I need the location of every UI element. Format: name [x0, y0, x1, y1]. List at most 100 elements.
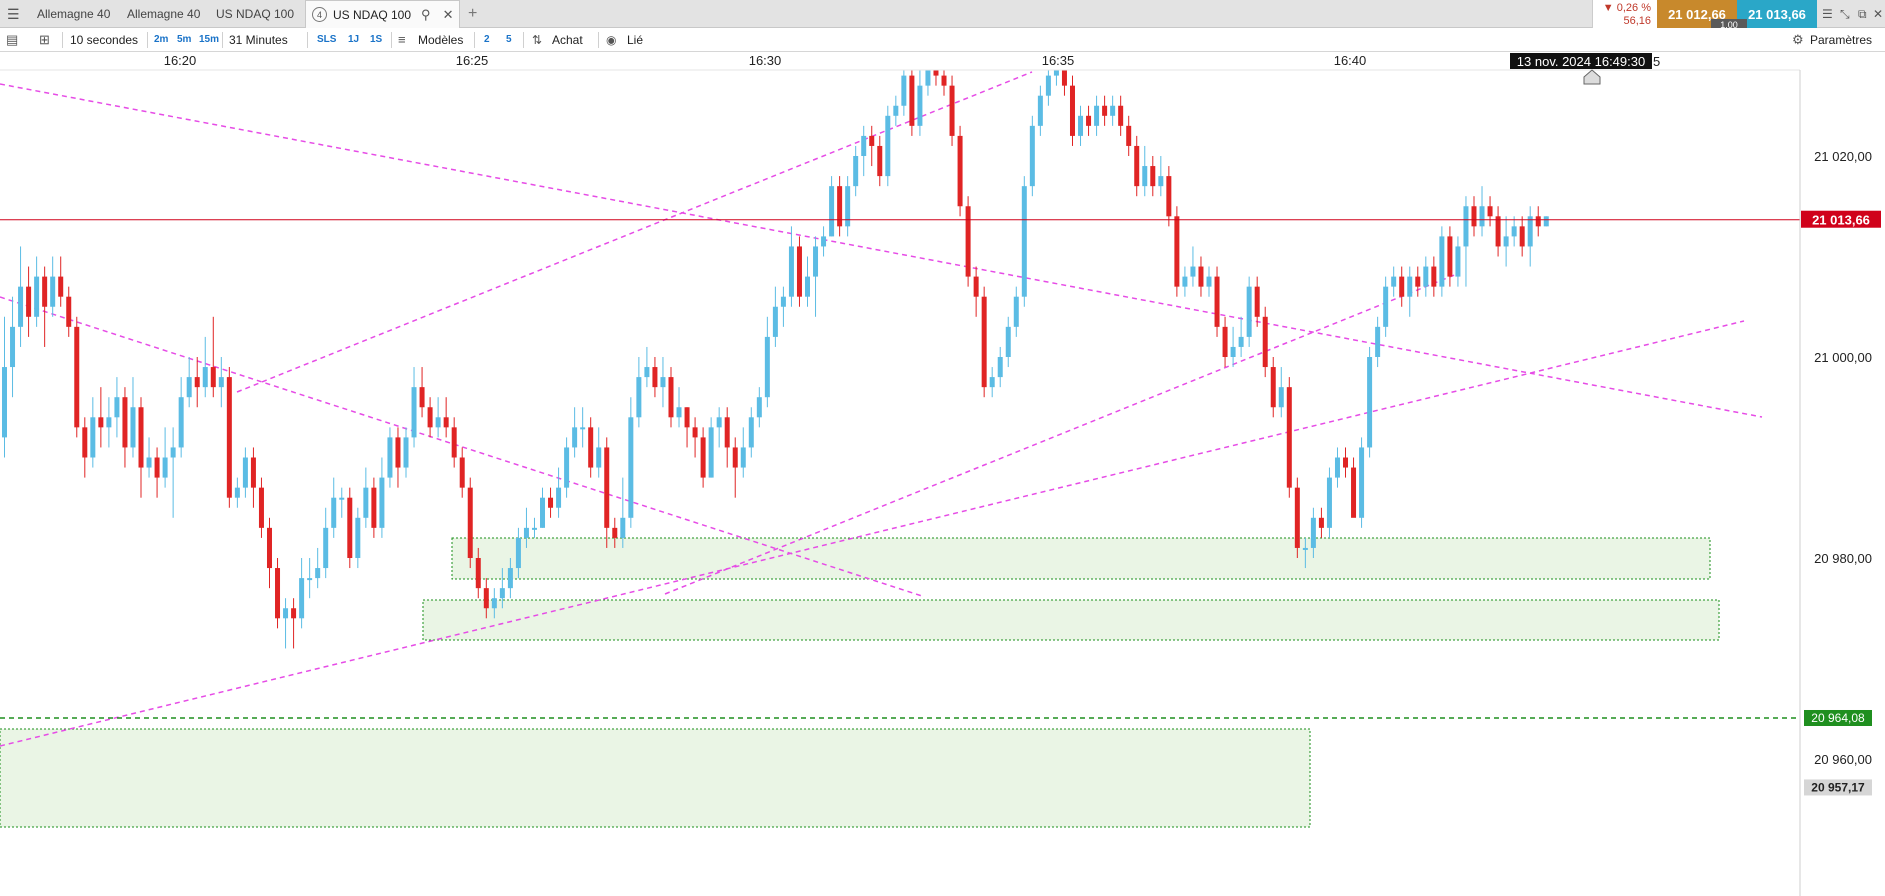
candle[interactable] — [1174, 216, 1180, 287]
candle[interactable] — [299, 578, 305, 619]
candle[interactable] — [1094, 105, 1100, 126]
candle[interactable] — [266, 527, 272, 569]
candle[interactable] — [580, 427, 586, 430]
candle[interactable] — [339, 497, 345, 500]
candle[interactable] — [1246, 286, 1252, 337]
candle[interactable] — [700, 437, 706, 478]
candle[interactable] — [813, 246, 819, 277]
range-1j-button[interactable]: 1J — [348, 34, 360, 45]
duration-select[interactable]: 31 Minutes — [229, 32, 288, 47]
candle[interactable] — [1166, 176, 1172, 217]
candle[interactable] — [74, 326, 80, 428]
candle[interactable] — [1053, 65, 1059, 76]
candle[interactable] — [162, 457, 168, 478]
candle[interactable] — [154, 457, 160, 478]
support-zone-lower[interactable] — [422, 599, 1720, 641]
compress-icon[interactable]: ⤡ — [1840, 6, 1850, 21]
candle[interactable] — [419, 387, 425, 408]
candle[interactable] — [250, 457, 256, 488]
candle[interactable] — [1134, 145, 1140, 187]
candle[interactable] — [42, 276, 48, 307]
close-window-icon[interactable]: ✕ — [1873, 7, 1884, 21]
candle[interactable] — [604, 447, 610, 528]
candle[interactable] — [740, 447, 746, 468]
candle[interactable] — [1351, 467, 1357, 518]
layout-icon[interactable]: ⊞ — [39, 31, 50, 47]
candle[interactable] — [1543, 216, 1549, 227]
candle[interactable] — [186, 377, 192, 398]
buy-price-button[interactable]: 21 013,66 — [1737, 0, 1817, 28]
range-1s-button[interactable]: 1S — [370, 34, 383, 45]
candle[interactable] — [1310, 517, 1316, 548]
candle[interactable] — [668, 377, 674, 418]
candle[interactable] — [829, 186, 835, 237]
eye-icon[interactable]: ◉ — [606, 32, 617, 47]
candle[interactable] — [796, 246, 802, 297]
close-tab-icon[interactable]: ✕ — [442, 6, 454, 22]
candle[interactable] — [1302, 547, 1308, 550]
candle[interactable] — [628, 417, 634, 518]
candle[interactable] — [732, 447, 738, 468]
candle[interactable] — [1069, 85, 1075, 136]
candle[interactable] — [1326, 477, 1332, 528]
candle[interactable] — [684, 407, 690, 428]
candle[interactable] — [1294, 487, 1300, 548]
candle[interactable] — [1206, 276, 1212, 287]
candle[interactable] — [869, 135, 875, 146]
candle[interactable] — [1447, 236, 1453, 277]
candle[interactable] — [748, 417, 754, 448]
price-chart[interactable]: 16:20 16:25 16:30 16:35 16:40 13 nov. 20… — [0, 52, 1885, 896]
candle[interactable] — [258, 487, 264, 528]
candle[interactable] — [1383, 286, 1389, 327]
candle[interactable] — [1511, 226, 1517, 237]
candle[interactable] — [315, 568, 321, 579]
candle[interactable] — [130, 407, 136, 448]
sell-price-button[interactable]: 21 012,66 — [1657, 0, 1737, 28]
candle[interactable] — [1391, 276, 1397, 287]
candle[interactable] — [1078, 115, 1084, 136]
templates-icon[interactable]: ≡ — [398, 32, 406, 47]
candle[interactable] — [1158, 176, 1164, 187]
candle[interactable] — [1495, 216, 1501, 247]
candle[interactable] — [283, 608, 289, 619]
candle[interactable] — [1527, 216, 1533, 247]
candle[interactable] — [548, 497, 554, 508]
candle[interactable] — [122, 397, 128, 448]
candle[interactable] — [363, 487, 369, 518]
candle[interactable] — [1045, 75, 1051, 96]
candle[interactable] — [973, 276, 979, 297]
order-icon[interactable]: ⇅ — [532, 32, 543, 47]
candle[interactable] — [917, 85, 923, 126]
candle[interactable] — [1150, 166, 1156, 187]
candle[interactable] — [1005, 326, 1011, 357]
candle[interactable] — [411, 387, 417, 438]
candle[interactable] — [178, 397, 184, 448]
candle[interactable] — [138, 407, 144, 468]
candle[interactable] — [242, 457, 248, 488]
candle[interactable] — [1399, 276, 1405, 297]
candle[interactable] — [379, 477, 385, 528]
candle[interactable] — [275, 568, 281, 619]
candle[interactable] — [909, 75, 915, 126]
range-15m-button[interactable]: 15m — [199, 34, 220, 45]
tab-allemagne-40-a[interactable]: Allemagne 40 — [37, 7, 111, 21]
candle[interactable] — [540, 497, 546, 528]
trendline-downward-long[interactable] — [0, 83, 1763, 418]
trendline-upward-right[interactable] — [664, 273, 1458, 595]
candle[interactable] — [1118, 105, 1124, 126]
candle[interactable] — [837, 186, 843, 227]
candle[interactable] — [1359, 447, 1365, 518]
candle[interactable] — [1455, 246, 1461, 277]
candle[interactable] — [1270, 367, 1276, 408]
candle[interactable] — [821, 236, 827, 247]
candle[interactable] — [291, 608, 297, 619]
candle[interactable] — [949, 85, 955, 136]
candle[interactable] — [853, 156, 859, 187]
candle[interactable] — [660, 377, 666, 388]
settings-button[interactable]: Paramètres — [1810, 32, 1873, 47]
candle[interactable] — [323, 527, 329, 569]
candle[interactable] — [499, 588, 505, 599]
candle[interactable] — [1343, 457, 1349, 468]
candle[interactable] — [1471, 206, 1477, 227]
candle[interactable] — [885, 115, 891, 177]
